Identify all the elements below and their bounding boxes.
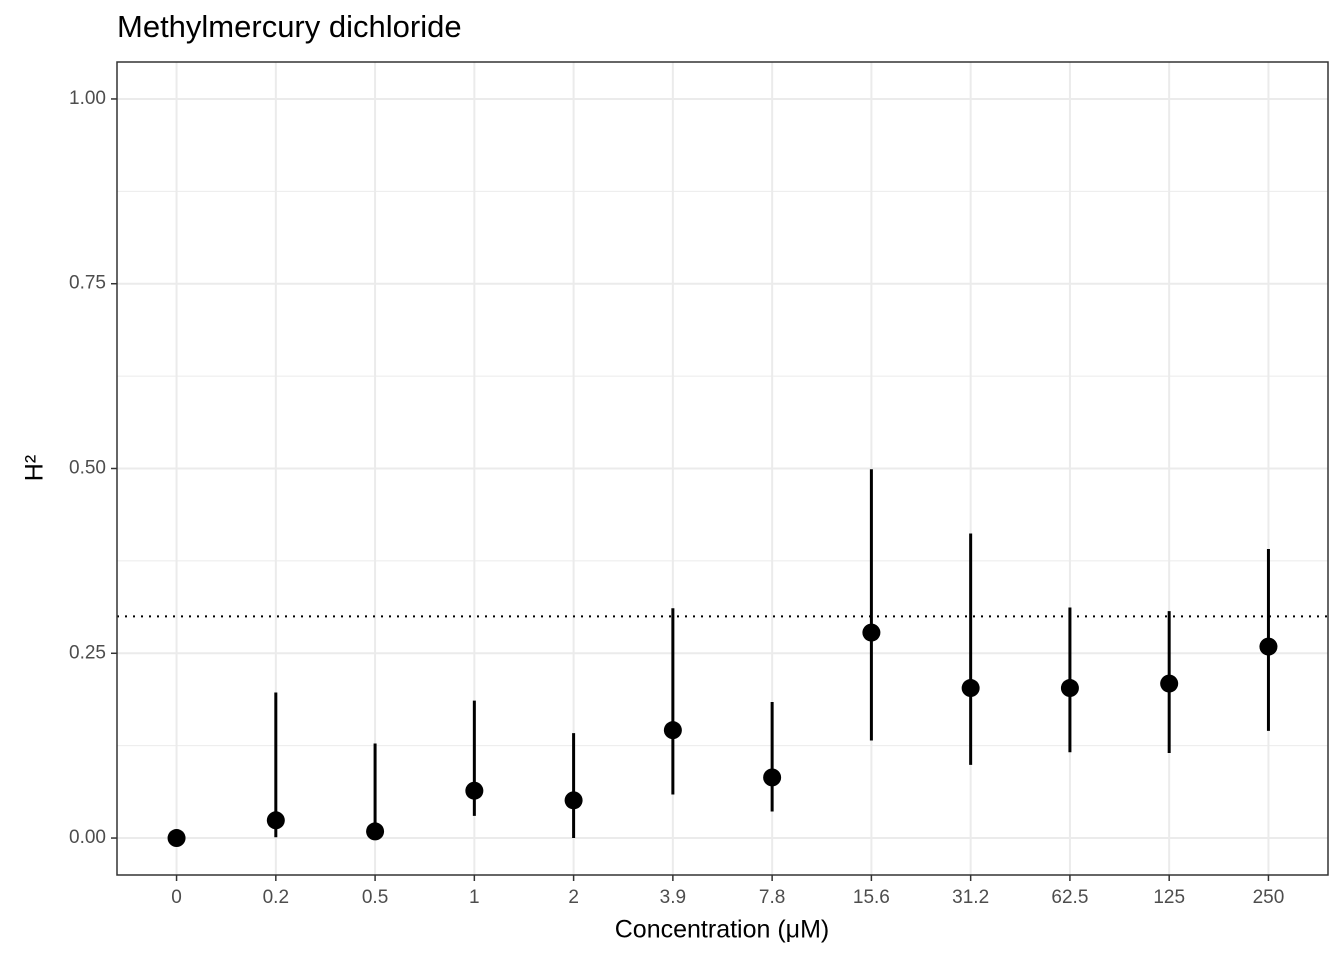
point [1259, 637, 1278, 656]
x-axis-title: Concentration (μM) [615, 916, 829, 944]
point [564, 791, 583, 810]
point [1160, 674, 1179, 693]
y-tick-label: 0.50 [69, 458, 106, 479]
x-tick-label: 0 [171, 887, 182, 908]
y-axis-title: H² [21, 455, 49, 481]
x-tick-label: 1 [469, 887, 480, 908]
y-tick-label: 1.00 [69, 88, 106, 109]
point [961, 679, 980, 698]
y-tick-label: 0.00 [69, 827, 106, 848]
y-tick-label: 0.25 [69, 642, 106, 663]
point [1060, 679, 1079, 698]
point [465, 781, 484, 800]
x-tick-label: 7.8 [759, 887, 785, 908]
x-tick-label: 250 [1253, 887, 1285, 908]
chart-title: Methylmercury dichloride [117, 9, 462, 44]
x-tick-label: 0.5 [362, 887, 388, 908]
point [266, 811, 285, 830]
x-tick-label: 15.6 [853, 887, 890, 908]
x-tick-label: 2 [568, 887, 579, 908]
point [167, 829, 186, 848]
point [663, 721, 682, 740]
x-tick-label: 3.9 [660, 887, 686, 908]
x-tick-label: 62.5 [1051, 887, 1088, 908]
x-tick-label: 31.2 [952, 887, 989, 908]
point [862, 623, 881, 642]
x-tick-label: 125 [1153, 887, 1185, 908]
point [366, 822, 385, 841]
panel-border [116, 61, 1329, 876]
point [763, 768, 782, 787]
y-tick-label: 0.75 [69, 273, 106, 294]
x-tick-label: 0.2 [263, 887, 289, 908]
